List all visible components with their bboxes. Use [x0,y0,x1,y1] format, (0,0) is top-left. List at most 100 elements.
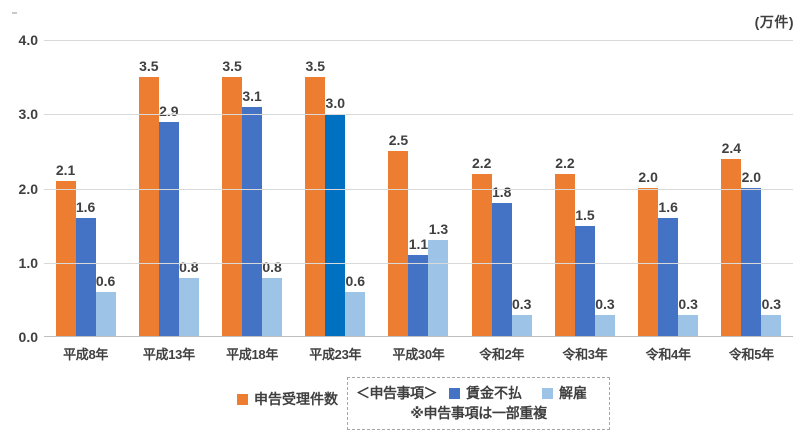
bar-group: 2.4 2.0 0.3 [710,40,793,337]
x-tick-label: 平成23年 [309,347,362,362]
bar-解雇-平成18年: 0.8 [262,259,283,337]
bar-申告受理件数-令和3年: 2.2 [554,155,575,337]
bar-解雇-令和5年: 0.3 [761,296,782,337]
bar-value-label: 0.3 [678,296,698,312]
stray-mark [12,12,17,14]
bar-group: 3.5 3.1 0.8 [210,40,293,337]
x-axis-labels: 平成8年 平成13年 平成18年 平成23年 平成30年 令和2年 令和3年 令和4年 令和5年 [44,344,793,363]
bar-value-label: 3.5 [139,58,159,74]
y-tick-label: 1.0 [18,255,38,271]
bar-解雇-平成8年: 0.6 [95,273,116,337]
x-tick-label: 平成8年 [63,347,109,362]
bar-value-label: 2.1 [55,162,76,178]
y-tick-label: 3.0 [18,106,38,122]
bar-value-label: 0.3 [761,296,782,312]
bar-解雇-令和3年: 0.3 [594,296,615,337]
bar-group: 2.2 1.5 0.3 [543,40,626,337]
bar-解雇-平成23年: 0.6 [345,273,366,337]
bar-value-label: 0.3 [511,296,532,312]
y-tick-label: 2.0 [18,181,38,197]
bar-申告受理件数-令和5年: 2.4 [721,140,742,337]
bar-group: 2.1 1.6 0.6 [44,40,127,337]
bar-申告受理件数-平成18年: 3.5 [222,58,243,337]
legend-swatch-dismissal [542,387,553,399]
bar-value-label: 1.6 [75,199,96,215]
gridline [44,189,793,190]
legend-item-applications: 申告受理件数 [237,389,338,409]
x-tick-label: 令和4年 [645,347,691,362]
legend: 申告受理件数 ＜申告事項＞ 賃金不払 解雇 ※申告事項は一部重複 [0,377,800,437]
bar-申告受理件数-平成23年: 3.5 [305,58,326,337]
x-tick-label: 令和3年 [562,347,608,362]
bar-value-label: 1.8 [491,184,512,200]
y-tick-label: 4.0 [18,32,38,48]
bar-value-label: 0.6 [95,273,116,289]
bar-賃金不払-平成13年: 2.9 [158,103,179,337]
bar-value-label: 3.0 [325,95,345,111]
legend-annotation-box: ＜申告事項＞ 賃金不払 解雇 ※申告事項は一部重複 [347,377,610,430]
bar-賃金不払-令和2年: 1.8 [491,184,512,337]
bar-value-label: 2.2 [555,155,575,171]
legend-label-applications: 申告受理件数 [254,391,338,407]
legend-box-title: ＜申告事項＞ [356,385,438,401]
bar-group: 2.2 1.8 0.3 [460,40,543,337]
bar-賃金不払-平成23年: 3.0 [325,95,346,337]
bar-value-label: 0.8 [262,259,282,275]
bar-group: 3.5 2.9 0.8 [127,40,210,337]
y-tick-label: 0.0 [18,329,38,345]
bar-value-label: 2.4 [721,140,742,156]
plot-area: 2.1 1.6 0.6 3.5 2.9 0.8 3.5 3.1 0.8 3.5 3.0 0.6 2.5 1… [44,40,793,337]
bar-申告受理件数-平成13年: 3.5 [138,58,159,337]
bar-group: 2.0 1.6 0.3 [627,40,710,337]
bar-value-label: 2.2 [471,155,492,171]
gridline [44,263,793,264]
x-tick-label: 令和5年 [728,347,774,362]
bar-value-label: 0.8 [179,259,199,275]
legend-note: ※申告事項は一部重複 [410,405,547,421]
bar-賃金不払-平成8年: 1.6 [75,199,96,337]
bar-解雇-令和2年: 0.3 [511,296,532,337]
bar-申告受理件数-平成8年: 2.1 [55,162,76,337]
bar-賃金不払-令和3年: 1.5 [574,207,595,337]
x-tick-label: 平成18年 [226,347,279,362]
bar-申告受理件数-令和2年: 2.2 [471,155,492,337]
bar-value-label: 2.0 [741,169,762,185]
bar-value-label: 3.1 [242,88,262,104]
legend-box-row: ＜申告事項＞ 賃金不払 解雇 [356,385,601,401]
bar-value-label: 1.1 [408,236,429,252]
bar-賃金不払-平成18年: 3.1 [242,88,263,337]
bar-value-label: 1.3 [428,221,449,237]
x-tick-label: 平成30年 [392,347,445,362]
bar-解雇-平成30年: 1.3 [428,221,449,337]
legend-item-unpaid-wages: 賃金不払 [449,385,522,401]
bar-value-label: 1.5 [575,207,595,223]
bar-value-label: 2.0 [638,169,658,185]
x-tick-label: 平成13年 [142,347,195,362]
unit-label: (万件) [754,14,794,30]
legend-swatch-applications [237,393,248,405]
bar-申告受理件数-令和4年: 2.0 [638,169,659,337]
bar-group: 3.5 3.0 0.6 [294,40,377,337]
bar-value-label: 0.3 [595,296,615,312]
bar-value-label: 0.6 [345,273,365,289]
bar-value-label: 3.5 [305,58,325,74]
bar-value-label: 2.5 [388,132,409,148]
bar-解雇-令和4年: 0.3 [678,296,699,337]
x-axis-line [44,336,793,337]
legend-label-unpaid-wages: 賃金不払 [466,385,522,401]
bar-value-label: 3.5 [222,58,242,74]
legend-swatch-unpaid-wages [449,387,460,399]
bar-解雇-平成13年: 0.8 [178,259,199,337]
legend-label-dismissal: 解雇 [559,385,587,401]
legend-item-dismissal: 解雇 [542,385,587,401]
gridline [44,114,793,115]
x-tick-label: 令和2年 [479,347,525,362]
bar-申告受理件数-平成30年: 2.5 [388,132,409,337]
bar-groups: 2.1 1.6 0.6 3.5 2.9 0.8 3.5 3.1 0.8 3.5 3.0 0.6 2.5 1… [44,40,793,337]
gridline [44,40,793,41]
bar-賃金不払-令和4年: 1.6 [658,199,679,337]
bar-value-label: 2.9 [159,103,179,119]
bar-賃金不払-令和5年: 2.0 [741,169,762,337]
bar-value-label: 1.6 [658,199,678,215]
